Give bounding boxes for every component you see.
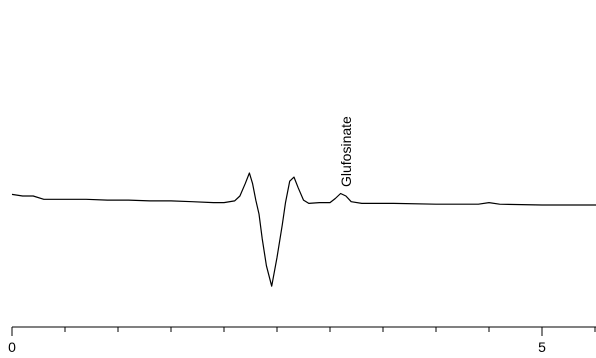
- peak-label: Glufosinate: [338, 116, 354, 187]
- x-axis-ticks: [11, 327, 596, 336]
- peak-annotations: GlufosinateGlyphosate: [338, 116, 354, 187]
- chromatogram-trace: [11, 172, 596, 287]
- x-tick-label: 5: [538, 339, 546, 355]
- x-axis-tick-labels: 0510: [8, 339, 546, 355]
- x-tick-label: 0: [8, 339, 16, 355]
